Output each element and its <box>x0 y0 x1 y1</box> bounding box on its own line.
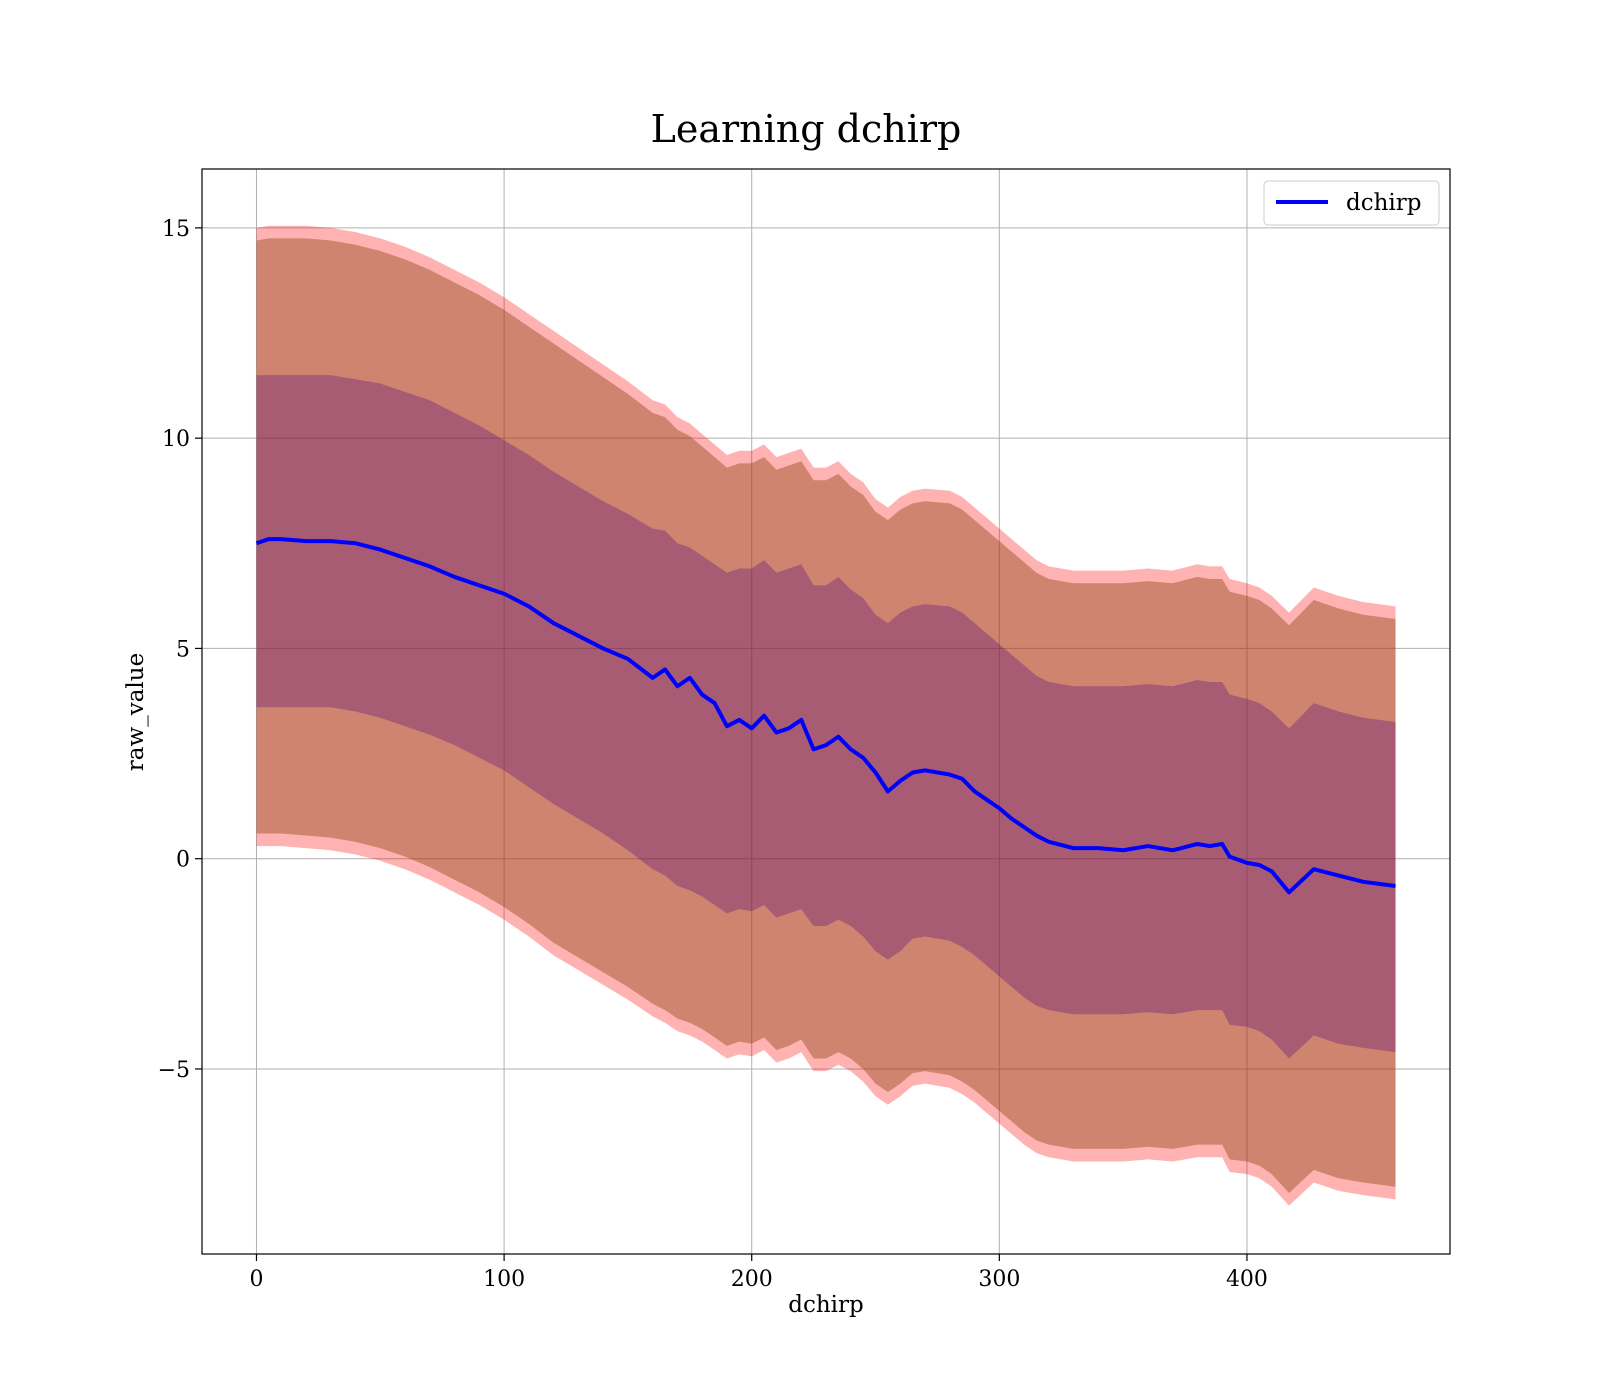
y-tick-label-2: 5 <box>176 637 190 662</box>
y-tick-label-3: 10 <box>162 427 190 452</box>
x-tick-label-0: 0 <box>249 1267 263 1292</box>
series-lines <box>255 537 1396 895</box>
y-tick-label-4: 15 <box>162 217 190 242</box>
band-inner-0 <box>256 375 1396 1059</box>
x-tick-label-3: 300 <box>978 1267 1020 1292</box>
legend-box <box>1263 180 1440 226</box>
grid <box>202 169 1450 1254</box>
series-line-0 <box>255 537 1396 895</box>
y-tick-label-1: 0 <box>176 848 190 873</box>
confidence-bands <box>256 225 1396 1206</box>
x-tick-label-4: 400 <box>1226 1267 1268 1292</box>
band-outer-0 <box>256 225 1396 1206</box>
plot-area-frame <box>201 168 1451 1255</box>
x-axis-ticks: 0 100 200 300 400 <box>249 1254 1268 1292</box>
chart-title: Learning dchirp <box>651 107 962 151</box>
x-axis-title: dchirp <box>788 1292 864 1318</box>
legend-label-dchirp: dchirp <box>1346 190 1422 216</box>
x-tick-label-2: 200 <box>731 1267 773 1292</box>
y-axis-ticks: −5 0 5 10 15 <box>158 217 202 1083</box>
x-tick-label-1: 100 <box>483 1267 525 1292</box>
y-tick-label-0: −5 <box>158 1058 190 1083</box>
y-axis-title: raw_value <box>123 653 149 771</box>
band-middle-0 <box>256 238 1396 1194</box>
legend: dchirp <box>1263 180 1440 226</box>
